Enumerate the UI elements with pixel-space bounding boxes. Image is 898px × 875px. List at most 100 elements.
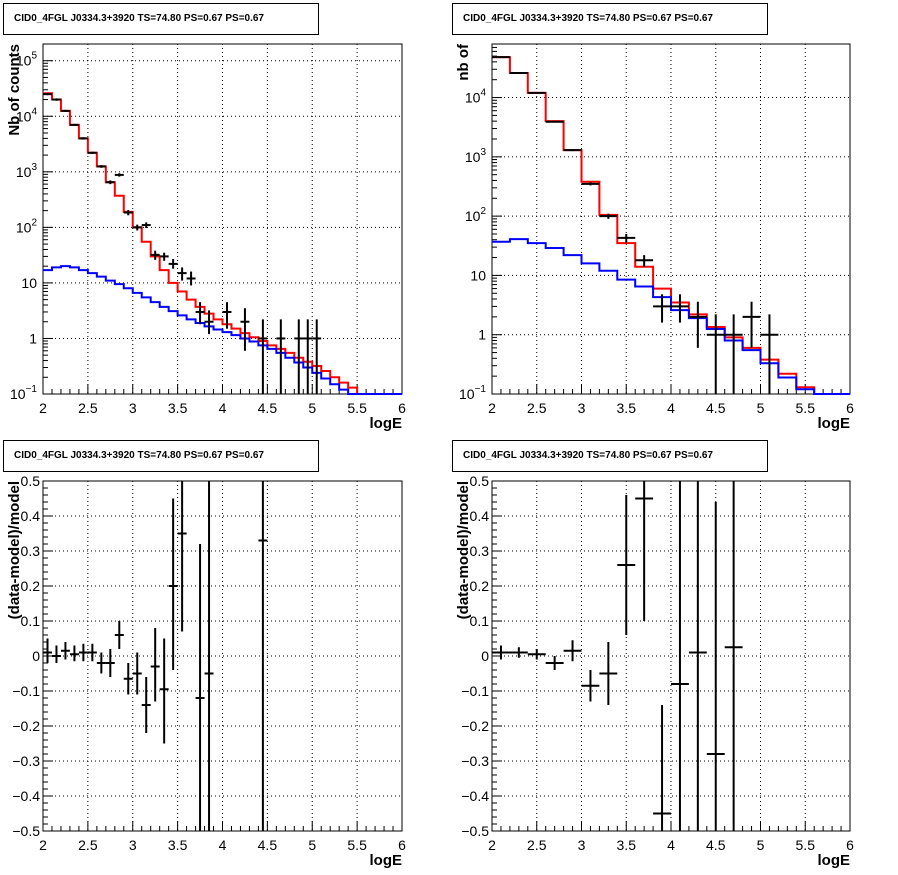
x-tick-label: 2	[488, 837, 496, 853]
data-point	[599, 642, 618, 705]
data-point	[168, 498, 178, 670]
data-point	[141, 222, 151, 229]
data-point	[563, 640, 582, 662]
data-point	[617, 495, 636, 635]
data-point	[159, 252, 169, 261]
data-point	[509, 71, 528, 74]
y-axis-label: nb of	[455, 43, 472, 81]
x-tick-label: 3	[578, 837, 586, 853]
data-point	[545, 656, 564, 670]
series-line-2	[43, 265, 402, 395]
y-tick-label: −0.3	[461, 753, 489, 769]
data-point	[60, 642, 70, 660]
x-tick-label: 4.5	[706, 400, 726, 416]
x-tick-label: 5	[757, 837, 765, 853]
y-tick-label: 0.3	[470, 543, 490, 559]
data-point	[132, 224, 142, 231]
pad-title-4: CID0_4FGL J0334.3+3920 TS=74.80 PS=0.67 …	[452, 440, 768, 472]
data-point	[43, 93, 52, 96]
x-tick-label: 6	[846, 400, 854, 416]
y-tick-label: 10	[21, 275, 37, 291]
data-point	[105, 180, 115, 185]
y-tick-label: 0.1	[470, 613, 490, 629]
data-point	[87, 643, 97, 662]
y-tick-label: −0.2	[12, 718, 40, 734]
y-tick-label: 103	[465, 147, 487, 165]
data-point	[303, 319, 313, 394]
x-tick-label: 2.5	[78, 400, 98, 416]
data-point	[724, 481, 743, 831]
data-point	[653, 705, 671, 831]
data-point	[204, 310, 214, 335]
y-axis-label: (data-model)/model	[455, 481, 472, 619]
x-tick-label: 4	[219, 837, 227, 853]
x-tick-label: 5.5	[347, 837, 367, 853]
x-tick-label: 4.5	[706, 837, 726, 853]
chart-1: 2 2.5 3 3.5 4 4.5 5 5.5 6 10−1 1 10 102 103 104 105 logE…	[6, 43, 406, 432]
x-axis-label: logE	[818, 415, 851, 432]
x-tick-label: 4	[667, 837, 675, 853]
data-point	[141, 677, 151, 733]
x-axis-label: logE	[818, 852, 851, 869]
y-tick-label: −0.1	[461, 683, 489, 699]
y-tick-label: −0.3	[12, 753, 40, 769]
data-point	[123, 210, 133, 216]
y-tick-label: 102	[16, 217, 38, 235]
data-point	[492, 645, 510, 660]
data-point	[114, 173, 124, 177]
y-tick-label: 10−1	[10, 384, 37, 402]
x-tick-label: 5	[757, 400, 765, 416]
x-tick-label: 6	[846, 837, 854, 853]
data-point	[177, 481, 187, 632]
y-tick-label: 0.4	[21, 508, 41, 524]
series-line-1	[492, 56, 850, 395]
x-tick-label: 5.5	[796, 400, 816, 416]
data-point	[563, 149, 582, 152]
pad-title-3: CID0_4FGL J0334.3+3920 TS=74.80 PS=0.67 …	[3, 440, 319, 472]
x-tick-label: 3	[129, 400, 137, 416]
data-point	[105, 649, 115, 677]
x-tick-label: 5	[308, 837, 316, 853]
data-point	[312, 319, 322, 394]
chart-3: 2 2.5 3 3.5 4 4.5 5 5.5 6 −0.5 −0.4 −0.3 −0.2 −0.1 0 0.…	[6, 473, 406, 869]
y-tick-label: 104	[465, 88, 487, 106]
data-point	[222, 302, 232, 329]
data-point	[509, 647, 528, 658]
data-point	[204, 481, 214, 831]
y-tick-label: 102	[465, 206, 487, 224]
x-tick-label: 3.5	[168, 400, 188, 416]
x-tick-label: 2	[488, 400, 496, 416]
y-tick-label: 0	[32, 648, 40, 664]
data-point	[51, 645, 61, 663]
y-tick-label: 0	[481, 648, 489, 664]
data-point	[599, 213, 618, 219]
data-point	[69, 123, 79, 126]
y-tick-label: 0.4	[470, 508, 490, 524]
data-point	[87, 151, 97, 154]
x-tick-label: 6	[398, 837, 406, 853]
y-tick-label: 0.5	[470, 473, 490, 489]
y-tick-label: −0.4	[12, 788, 40, 804]
data-point	[123, 663, 133, 695]
y-tick-label: 0.1	[21, 613, 41, 629]
data-point	[724, 314, 743, 394]
pad-title-2: CID0_4FGL J0334.3+3920 TS=74.80 PS=0.67 …	[452, 3, 768, 35]
data-point	[114, 621, 124, 649]
x-tick-label: 3	[129, 837, 137, 853]
data-point	[258, 319, 268, 394]
y-tick-label: 10	[470, 267, 486, 283]
x-tick-label: 5.5	[347, 400, 367, 416]
data-point	[671, 294, 689, 323]
x-tick-label: 6	[398, 400, 406, 416]
x-tick-label: 4	[219, 400, 227, 416]
y-tick-label: 1	[478, 327, 486, 343]
data-point	[671, 481, 689, 831]
data-point	[617, 233, 636, 243]
x-tick-label: 2	[39, 400, 47, 416]
x-tick-label: 2	[39, 837, 47, 853]
chart-2: 2 2.5 3 3.5 4 4.5 5 5.5 6 10−1 1 10 102 103 104 logE nb …	[455, 43, 854, 432]
data-point	[653, 294, 671, 323]
data-point	[742, 301, 761, 348]
y-tick-label: −0.2	[461, 718, 489, 734]
x-tick-label: 3	[578, 400, 586, 416]
